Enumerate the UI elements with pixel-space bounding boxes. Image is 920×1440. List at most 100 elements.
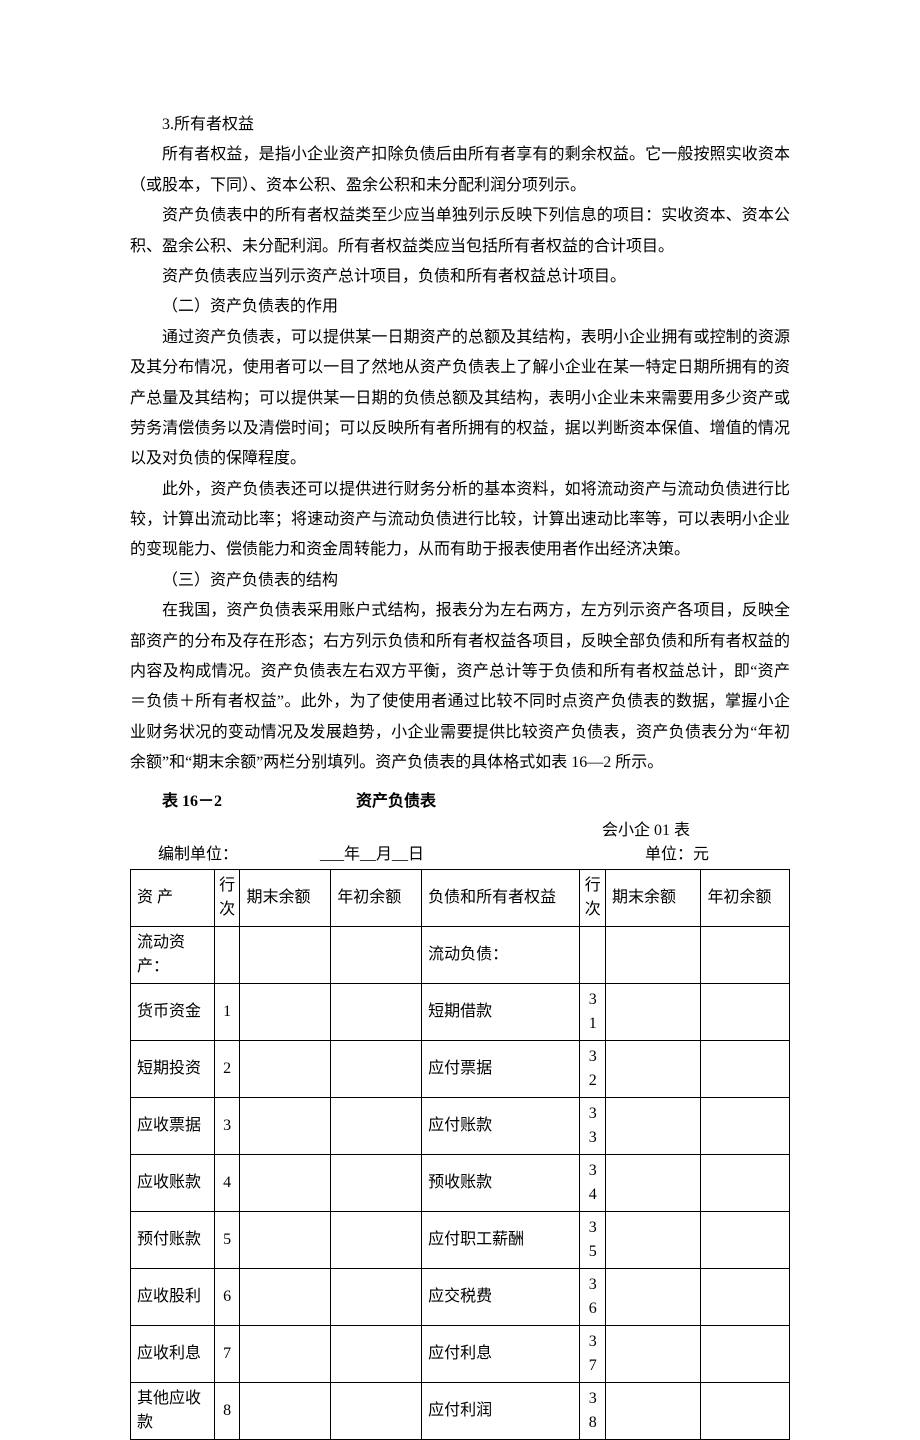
table-row: 应收账款4预收账款34	[131, 1154, 790, 1211]
cell-begbal-b	[701, 926, 790, 983]
cell-begbal-b	[701, 983, 790, 1040]
cell-endbal-a	[240, 1211, 331, 1268]
cell-asset: 预付账款	[131, 1211, 215, 1268]
cell-endbal-b	[606, 1382, 701, 1439]
cell-endbal-b	[606, 1325, 701, 1382]
table-row: 其他应收款8应付利润38	[131, 1382, 790, 1439]
paragraph-6: 通过资产负债表，可以提供某一日期资产的总额及其结构，表明小企业拥有或控制的资源及…	[130, 323, 790, 475]
cell-asset: 货币资金	[131, 983, 215, 1040]
cell-begbal-a	[331, 1325, 422, 1382]
cell-liab: 应付利息	[422, 1325, 580, 1382]
cell-rownum-a: 6	[214, 1268, 240, 1325]
col-header-begbal-b: 年初余额	[701, 869, 790, 926]
cell-rownum-a: 4	[214, 1154, 240, 1211]
cell-endbal-b	[606, 1040, 701, 1097]
cell-begbal-b	[701, 1097, 790, 1154]
section-heading-3: （三）资产负债表的结构	[130, 566, 790, 596]
cell-liab: 预收账款	[422, 1154, 580, 1211]
col-header-rownum-b: 行次	[580, 869, 606, 926]
paragraph-heading-3: 3.所有者权益	[130, 110, 790, 140]
cell-rownum-a	[214, 926, 240, 983]
table-row: 流动资产： 流动负债：	[131, 926, 790, 983]
cell-asset: 其他应收款	[131, 1382, 215, 1439]
cell-endbal-b	[606, 1211, 701, 1268]
cell-endbal-a	[240, 1382, 331, 1439]
col-header-begbal-a: 年初余额	[331, 869, 422, 926]
cell-endbal-b	[606, 926, 701, 983]
table-row: 货币资金1 短期借款31	[131, 983, 790, 1040]
cell-begbal-a	[331, 1211, 422, 1268]
cell-begbal-b	[701, 1211, 790, 1268]
table-meta-row: 编制单位： ___年__月__日 单位：元	[130, 843, 790, 867]
paragraph-2: 所有者权益，是指小企业资产扣除负债后由所有者享有的剩余权益。它一般按照实收资本（…	[130, 140, 790, 201]
cell-asset: 短期投资	[131, 1040, 215, 1097]
cell-begbal-a	[331, 926, 422, 983]
cell-begbal-b	[701, 1040, 790, 1097]
cell-liab: 短期借款	[422, 983, 580, 1040]
cell-liab: 应付职工薪酬	[422, 1211, 580, 1268]
table-number: 表 16－2	[162, 793, 222, 810]
col-header-endbal-a: 期末余额	[240, 869, 331, 926]
cell-asset: 应收票据	[131, 1097, 215, 1154]
cell-begbal-b	[701, 1268, 790, 1325]
cell-liab: 应付票据	[422, 1040, 580, 1097]
cell-asset: 应收股利	[131, 1268, 215, 1325]
unit-label: 单位：元	[645, 843, 790, 867]
table-row: 应收票据3应付账款33	[131, 1097, 790, 1154]
balance-sheet-table: 资 产 行次 期末余额 年初余额 负债和所有者权益 行次 期末余额 年初余额 流…	[130, 869, 790, 1440]
cell-endbal-a	[240, 1154, 331, 1211]
table-form-code: 会小企 01 表	[130, 819, 790, 843]
cell-endbal-a	[240, 1268, 331, 1325]
cell-begbal-a	[331, 983, 422, 1040]
col-header-liab: 负债和所有者权益	[422, 869, 580, 926]
cell-endbal-b	[606, 1268, 701, 1325]
table-row: 应收利息7 应付利息37	[131, 1325, 790, 1382]
cell-begbal-b	[701, 1325, 790, 1382]
col-header-rownum-a: 行次	[214, 869, 240, 926]
cell-begbal-a	[331, 1154, 422, 1211]
cell-rownum-a: 8	[214, 1382, 240, 1439]
cell-begbal-a	[331, 1268, 422, 1325]
cell-rownum-b: 34	[580, 1154, 606, 1211]
cell-endbal-a	[240, 926, 331, 983]
date-label: ___年__月__日	[280, 843, 645, 867]
cell-asset: 应收利息	[131, 1325, 215, 1382]
cell-endbal-b	[606, 983, 701, 1040]
cell-liab: 应付账款	[422, 1097, 580, 1154]
cell-rownum-b: 32	[580, 1040, 606, 1097]
cell-asset: 流动资产：	[131, 926, 215, 983]
cell-rownum-b: 31	[580, 983, 606, 1040]
cell-begbal-a	[331, 1382, 422, 1439]
cell-rownum-a: 2	[214, 1040, 240, 1097]
cell-endbal-a	[240, 1097, 331, 1154]
cell-endbal-b	[606, 1154, 701, 1211]
cell-endbal-a	[240, 983, 331, 1040]
cell-rownum-b: 37	[580, 1325, 606, 1382]
cell-liab: 应交税费	[422, 1268, 580, 1325]
cell-rownum-b: 35	[580, 1211, 606, 1268]
paragraph-4: 资产负债表应当列示资产总计项目，负债和所有者权益总计项目。	[130, 262, 790, 292]
cell-rownum-a: 5	[214, 1211, 240, 1268]
table-title: 资产负债表	[356, 787, 436, 817]
paragraph-3: 资产负债表中的所有者权益类至少应当单独列示反映下列信息的项目：实收资本、资本公积…	[130, 201, 790, 262]
cell-liab: 应付利润	[422, 1382, 580, 1439]
cell-rownum-b	[580, 926, 606, 983]
table-row: 预付账款5 应付职工薪酬35	[131, 1211, 790, 1268]
cell-endbal-a	[240, 1325, 331, 1382]
cell-rownum-b: 36	[580, 1268, 606, 1325]
table-title-row: 表 16－2 资产负债表	[130, 787, 790, 817]
cell-begbal-a	[331, 1097, 422, 1154]
col-header-endbal-b: 期末余额	[606, 869, 701, 926]
cell-begbal-b	[701, 1154, 790, 1211]
table-header-row: 资 产 行次 期末余额 年初余额 负债和所有者权益 行次 期末余额 年初余额	[131, 869, 790, 926]
table-row: 应收股利6 应交税费36	[131, 1268, 790, 1325]
cell-endbal-a	[240, 1040, 331, 1097]
cell-rownum-b: 33	[580, 1097, 606, 1154]
prep-unit-label: 编制单位：	[130, 843, 280, 867]
cell-rownum-a: 1	[214, 983, 240, 1040]
cell-begbal-a	[331, 1040, 422, 1097]
cell-liab: 流动负债：	[422, 926, 580, 983]
cell-rownum-a: 7	[214, 1325, 240, 1382]
paragraph-9: 在我国，资产负债表采用账户式结构，报表分为左右两方，左方列示资产各项目，反映全部…	[130, 596, 790, 778]
paragraph-7: 此外，资产负债表还可以提供进行财务分析的基本资料，如将流动资产与流动负债进行比较…	[130, 475, 790, 566]
